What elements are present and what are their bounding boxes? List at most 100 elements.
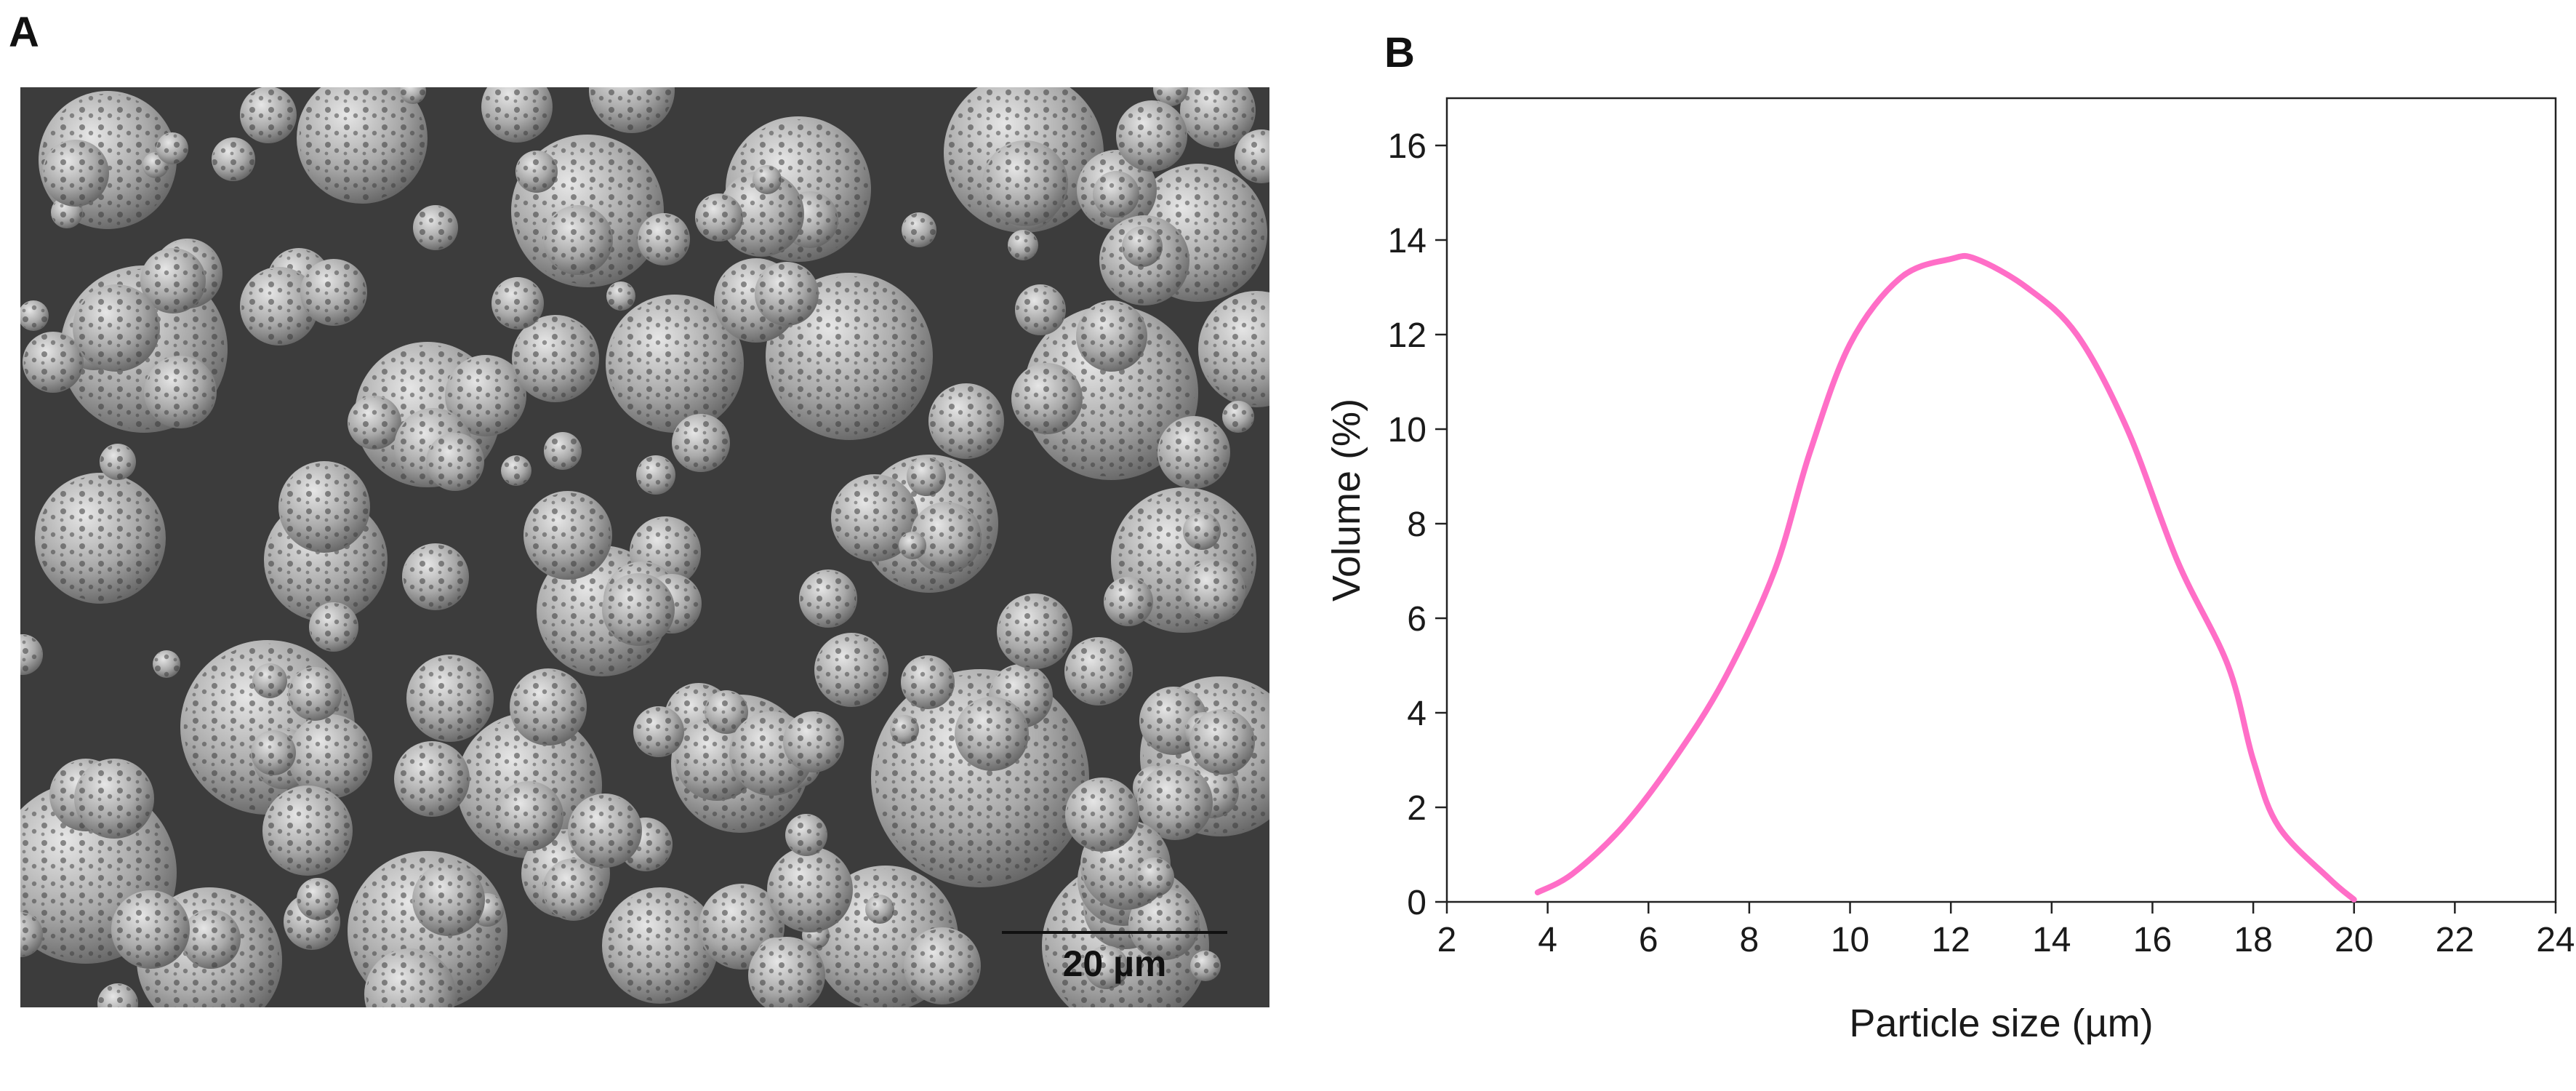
particle-pores <box>638 214 689 265</box>
particle-pores <box>1153 87 1188 106</box>
particle-pores <box>1123 227 1162 266</box>
particle-pores <box>113 892 188 967</box>
series-line-volume <box>1534 252 2357 903</box>
particle-pores <box>348 396 401 449</box>
x-tick-label: 16 <box>2133 921 2172 959</box>
particle-pores <box>492 278 543 329</box>
particle-pores <box>400 87 426 104</box>
particle-pores <box>911 503 981 572</box>
particle-pores <box>1086 946 1128 988</box>
particle-pores <box>603 575 673 644</box>
particle-pores <box>673 415 729 471</box>
particle-pores <box>750 938 824 1007</box>
particle-pores <box>1012 364 1082 433</box>
particle-pores <box>1117 101 1187 171</box>
particle-pores <box>902 656 954 708</box>
particle-pores <box>141 249 205 313</box>
particle-pores <box>1016 285 1065 335</box>
particle-pores <box>100 444 135 479</box>
particle-pores <box>637 456 675 494</box>
particle-pores <box>1190 951 1221 981</box>
y-tick-label: 16 <box>1388 127 1427 166</box>
particle-pores <box>414 865 483 935</box>
particle-pores <box>1190 710 1254 774</box>
particle-pores <box>1184 513 1220 549</box>
particle-pores <box>1065 638 1132 705</box>
particle-pores <box>816 634 887 706</box>
particle-pores <box>998 595 1071 668</box>
particle-pores <box>890 715 919 744</box>
particle-pores <box>1139 766 1211 839</box>
particle-pores <box>1200 293 1269 405</box>
particle-pores <box>956 698 1027 770</box>
particle-pores <box>299 87 425 201</box>
particle-pores <box>20 913 42 956</box>
particle-pores <box>875 674 1085 883</box>
particle-pores <box>606 281 635 311</box>
particle-pores <box>156 132 188 164</box>
particle-pores <box>525 492 611 578</box>
particle-pores <box>23 332 83 392</box>
particle-pores <box>297 879 338 919</box>
particle-pores <box>1067 779 1138 850</box>
particle-pores <box>865 895 894 924</box>
particle-pores <box>37 475 164 602</box>
x-tick-label: 2 <box>1437 921 1457 959</box>
particle-pores <box>545 433 581 469</box>
scale-bar: 20 µm <box>1002 931 1227 984</box>
particle-pores <box>301 260 366 325</box>
particle-pores <box>634 707 683 756</box>
particle-pores <box>604 890 716 1002</box>
particle-pores <box>310 603 358 651</box>
particle-pores <box>1235 130 1269 183</box>
particle-pores <box>543 859 604 920</box>
particle-pores <box>984 142 1067 225</box>
particle-pores <box>769 848 851 931</box>
particle-pores <box>1094 172 1139 217</box>
particle-pores <box>446 356 525 435</box>
particle-pores <box>786 815 827 855</box>
particle-pores <box>427 433 483 490</box>
x-tick-label: 18 <box>2234 921 2272 959</box>
particle-pores <box>153 650 180 678</box>
x-tick-label: 4 <box>1538 921 1557 959</box>
particle-pores <box>20 300 49 331</box>
particle-pores <box>1159 417 1229 487</box>
particle-pores <box>252 663 287 698</box>
y-tick-label: 6 <box>1407 600 1427 639</box>
particle-size-chart-panel: 2 4 6 8 10 12 14 16 18 20 22 24 0 2 4 6 8 10 12 14 16 Parti… <box>1272 29 2574 1084</box>
particle-pores <box>755 263 818 325</box>
particle-pores <box>569 795 641 866</box>
x-tick-label: 22 <box>2436 921 2474 959</box>
particle-pores <box>590 87 673 132</box>
particle-pores <box>414 206 457 249</box>
particle-pores <box>289 716 371 797</box>
particle-pores <box>753 165 782 194</box>
y-tick-label: 2 <box>1407 789 1427 828</box>
particle-pores <box>905 929 979 1003</box>
y-tick-label: 4 <box>1407 695 1427 733</box>
panel-a-label: A <box>9 9 39 56</box>
particle-pores <box>720 172 803 255</box>
y-tick-label: 12 <box>1388 316 1427 355</box>
particle-pores <box>408 656 492 740</box>
x-axis-label: Particle size (µm) <box>1849 1002 2153 1045</box>
particle-pores <box>241 268 317 344</box>
particle-pores <box>403 544 468 610</box>
particle-pores <box>145 357 215 427</box>
panel-b-label: B <box>1384 29 1415 76</box>
particle-pores <box>1136 858 1173 896</box>
particle-pores <box>1104 578 1152 626</box>
particle-pores <box>1008 230 1038 260</box>
particle-pores <box>289 668 341 720</box>
particle-pores <box>1129 890 1199 959</box>
particle-pores <box>182 910 240 968</box>
sem-micrograph: 20 µm <box>20 87 1269 1007</box>
x-tick-label: 8 <box>1740 921 1760 959</box>
particle-pores <box>501 455 531 486</box>
particle-pores <box>396 743 468 815</box>
y-tick-label: 8 <box>1407 505 1427 544</box>
x-tick-label: 24 <box>2536 921 2574 959</box>
x-tick-label: 12 <box>1931 921 1970 959</box>
